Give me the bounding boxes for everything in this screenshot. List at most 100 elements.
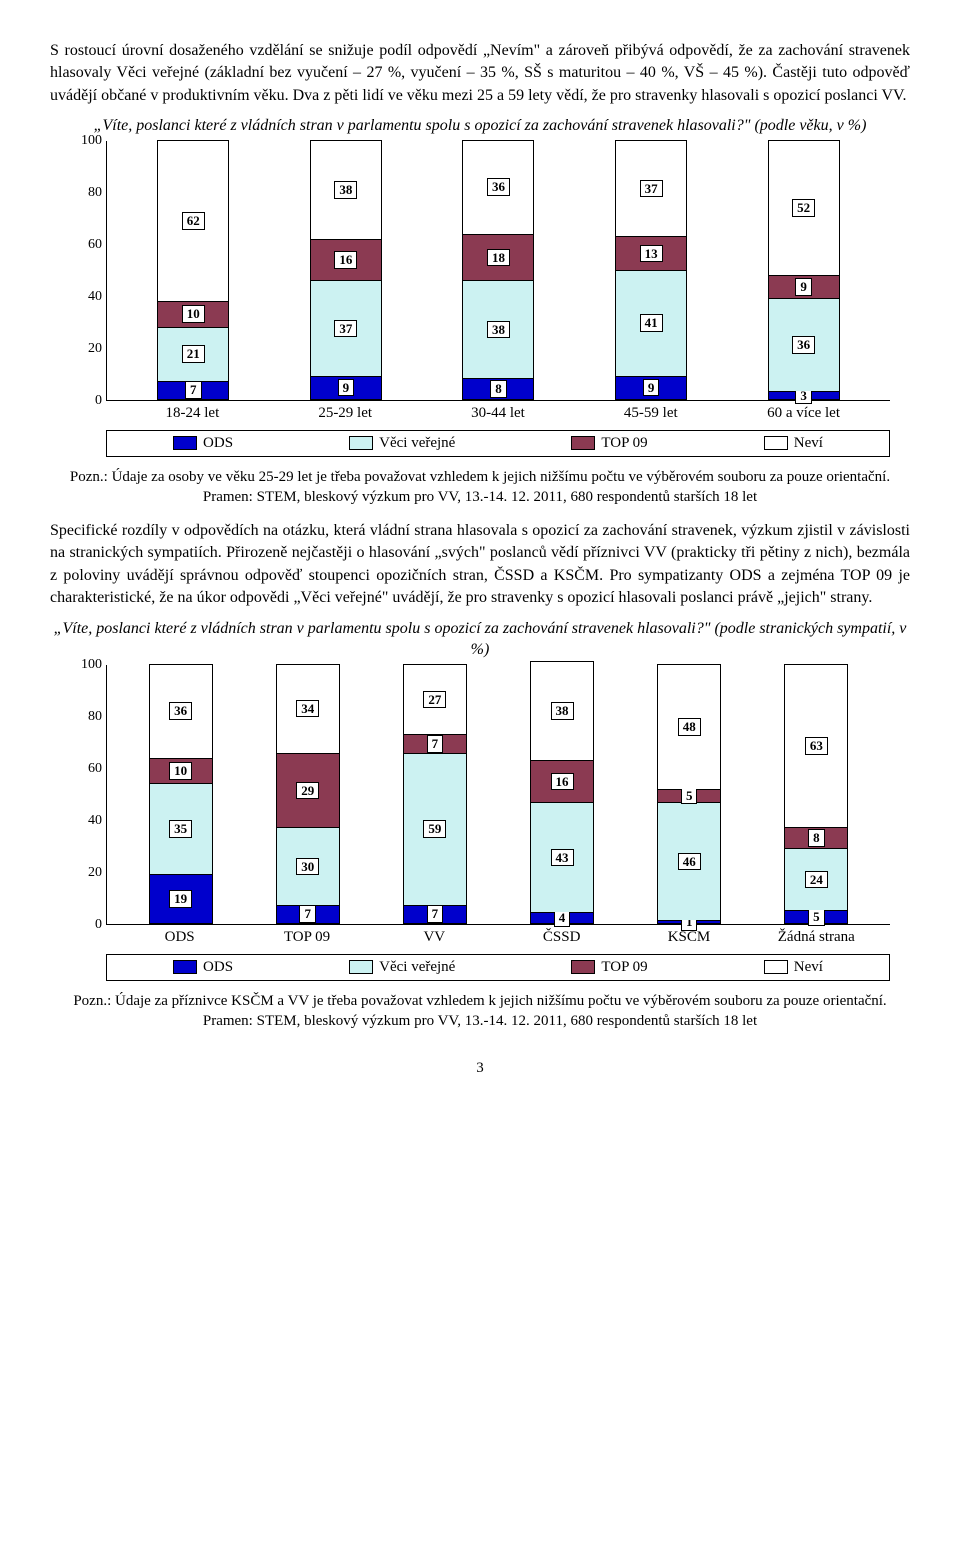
x-label: 45-59 let: [596, 405, 706, 422]
mid-paragraph: Specifické rozdíly v odpovědích na otázk…: [50, 520, 910, 610]
bar-segment: 38: [311, 141, 381, 239]
bar-segment: 29: [277, 753, 339, 828]
chart2-note: Pozn.: Údaje za příznivce KSČM a VV je t…: [50, 991, 910, 1011]
stacked-bar: 336 9 52: [768, 140, 840, 400]
bar-segment: 34: [277, 665, 339, 753]
bar-segment: 7: [277, 905, 339, 923]
chart2-source: Pramen: STEM, bleskový výzkum pro VV, 13…: [50, 1013, 910, 1030]
chart2-title: „Víte, poslanci které z vládních stran v…: [50, 618, 910, 661]
bar-segment: 36: [769, 298, 839, 391]
segment-value: 5: [681, 787, 698, 805]
bar-segment: 4: [531, 912, 593, 922]
bar-segment: 30: [277, 827, 339, 904]
legend-label: TOP 09: [601, 959, 647, 976]
bar-segment: 7: [404, 905, 466, 923]
bar-segment: 38: [531, 662, 593, 760]
segment-value: 16: [334, 251, 357, 269]
segment-value: 36: [487, 178, 510, 196]
segment-value: 30: [296, 858, 319, 876]
segment-value: 5: [808, 908, 825, 926]
legend-swatch: [764, 436, 788, 450]
chart2-legend: ODSVěci veřejnéTOP 09Neví: [106, 954, 890, 981]
x-label: 60 a více let: [749, 405, 859, 422]
bar-column: 336 9 52: [749, 140, 859, 400]
segment-value: 10: [182, 305, 205, 323]
bar-column: 8381836: [443, 140, 553, 400]
legend-swatch: [571, 960, 595, 974]
segment-value: 59: [423, 820, 446, 838]
legend-swatch: [764, 960, 788, 974]
segment-value: 27: [423, 691, 446, 709]
legend-label: Věci veřejné: [379, 959, 455, 976]
chart1-plot: 7211062937163883818369411337336952: [107, 141, 890, 401]
stacked-bar: 7 59 7 27: [403, 664, 467, 924]
segment-value: 63: [805, 737, 828, 755]
segment-value: 8: [490, 380, 507, 398]
y-tick: 20: [88, 341, 102, 357]
bar-column: 5 24 8 63: [761, 664, 871, 924]
y-tick: 20: [88, 865, 102, 881]
x-label: VV: [379, 929, 489, 946]
bar-segment: 48: [658, 665, 720, 789]
segment-value: 36: [169, 702, 192, 720]
legend-item: ODS: [173, 435, 233, 452]
bar-segment: 9: [311, 376, 381, 399]
chart1-legend: ODSVěci veřejnéTOP 09Neví: [106, 430, 890, 457]
segment-value: 10: [169, 762, 192, 780]
segment-value: 9: [795, 278, 812, 296]
segment-value: 9: [643, 379, 660, 397]
stacked-bar: 146548: [657, 664, 721, 924]
segment-value: 38: [334, 181, 357, 199]
bar-column: 146548: [634, 664, 744, 924]
bar-segment: 9: [769, 275, 839, 298]
bar-segment: 3: [769, 391, 839, 399]
segment-value: 8: [808, 829, 825, 847]
segment-value: 48: [678, 718, 701, 736]
bar-column: 7 59 7 27: [380, 664, 490, 924]
stacked-bar: 8381836: [462, 140, 534, 400]
stacked-bar: 7211062: [157, 140, 229, 400]
bar-segment: 62: [158, 141, 228, 301]
segment-value: 35: [169, 820, 192, 838]
segment-value: 7: [427, 735, 444, 753]
bar-column: 9411337: [596, 140, 706, 400]
legend-item: Věci veřejné: [349, 435, 455, 452]
x-label: KSČM: [634, 929, 744, 946]
bar-segment: 41: [616, 270, 686, 376]
bar-segment: 24: [785, 848, 847, 910]
chart2-xlabels: ODSTOP 09VVČSSDKSČMŽádná strana: [106, 925, 890, 946]
chart1-yaxis: 020406080100: [70, 141, 107, 401]
y-tick: 100: [81, 133, 102, 149]
bar-column: 9 37 16 38: [291, 140, 401, 400]
bar-segment: 52: [769, 141, 839, 275]
legend-label: ODS: [203, 435, 233, 452]
segment-value: 7: [427, 905, 444, 923]
y-tick: 60: [88, 761, 102, 777]
x-label: Žádná strana: [761, 929, 871, 946]
bar-segment: 19: [150, 874, 212, 923]
segment-value: 38: [551, 702, 574, 720]
bar-segment: 63: [785, 665, 847, 828]
y-tick: 100: [81, 657, 102, 673]
bar-segment: 5: [658, 789, 720, 802]
stacked-bar: 9411337: [615, 140, 687, 400]
segment-value: 46: [678, 853, 701, 871]
legend-swatch: [173, 960, 197, 974]
stacked-bar: 19 35 10 36: [149, 664, 213, 924]
legend-item: Neví: [764, 435, 823, 452]
segment-value: 24: [805, 871, 828, 889]
stacked-bar: 5 24 8 63: [784, 664, 848, 924]
intro-paragraph: S rostoucí úrovní dosaženého vzdělání se…: [50, 40, 910, 107]
legend-label: Neví: [794, 959, 823, 976]
x-label: TOP 09: [252, 929, 362, 946]
y-tick: 0: [95, 393, 102, 409]
segment-value: 37: [640, 180, 663, 198]
bar-segment: 36: [463, 141, 533, 234]
legend-swatch: [349, 960, 373, 974]
segment-value: 52: [792, 199, 815, 217]
y-tick: 60: [88, 237, 102, 253]
bar-segment: 59: [404, 753, 466, 905]
bar-segment: 46: [658, 802, 720, 921]
segment-value: 9: [338, 379, 355, 397]
segment-value: 37: [334, 320, 357, 338]
